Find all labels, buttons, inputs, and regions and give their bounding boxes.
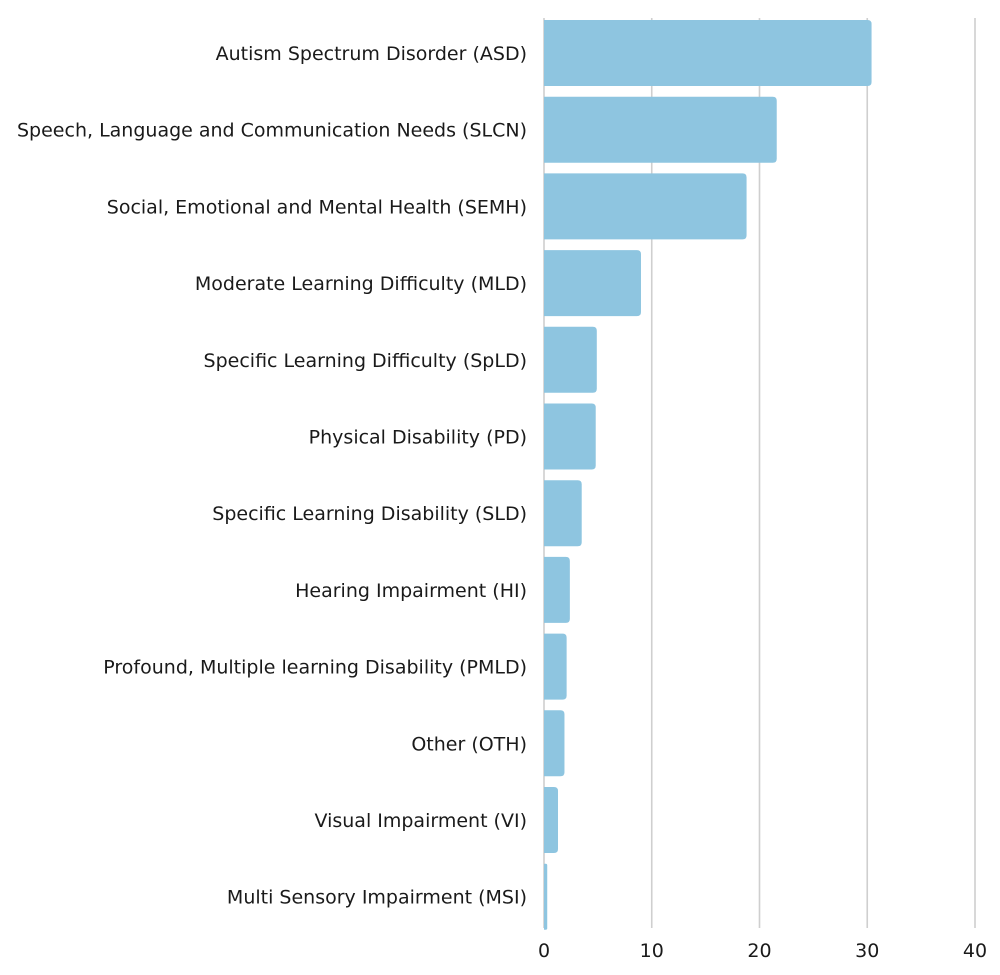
bar bbox=[544, 20, 872, 86]
category-label: Hearing Impairment (HI) bbox=[295, 580, 527, 602]
bar bbox=[544, 96, 777, 163]
bars bbox=[544, 20, 872, 930]
category-label: Autism Spectrum Disorder (ASD) bbox=[216, 43, 527, 65]
x-tick-label: 10 bbox=[640, 940, 664, 962]
bar bbox=[544, 556, 570, 623]
x-tick-label: 0 bbox=[538, 940, 550, 962]
bar bbox=[544, 480, 582, 547]
category-label: Profound, Multiple learning Disability (… bbox=[103, 657, 527, 679]
bar bbox=[544, 403, 596, 470]
bar bbox=[544, 250, 641, 317]
x-tick-label: 40 bbox=[963, 940, 987, 962]
bar bbox=[544, 787, 559, 853]
x-tick-label: 30 bbox=[855, 940, 879, 962]
bar bbox=[544, 863, 548, 930]
category-label: Specific Learning Difficulty (SpLD) bbox=[204, 350, 527, 372]
category-label: Social, Emotional and Mental Health (SEM… bbox=[107, 196, 527, 218]
x-tick-label: 20 bbox=[747, 940, 771, 962]
category-label: Speech, Language and Communication Needs… bbox=[17, 120, 527, 142]
gridlines bbox=[543, 18, 976, 928]
category-label: Physical Disability (PD) bbox=[309, 427, 527, 449]
bar bbox=[544, 326, 597, 393]
category-label: Other (OTH) bbox=[411, 733, 527, 755]
category-label: Moderate Learning Difficulty (MLD) bbox=[195, 273, 527, 295]
category-label: Multi Sensory Impairment (MSI) bbox=[227, 887, 527, 909]
x-tick-labels: 0 10 20 30 40 bbox=[538, 940, 987, 962]
bar bbox=[544, 633, 567, 700]
category-labels: Autism Spectrum Disorder (ASD) Speech, La… bbox=[17, 43, 527, 909]
category-label: Specific Learning Disability (SLD) bbox=[212, 503, 527, 525]
bar bbox=[544, 710, 565, 777]
bar bbox=[544, 173, 747, 240]
category-label: Visual Impairment (VI) bbox=[315, 810, 528, 832]
